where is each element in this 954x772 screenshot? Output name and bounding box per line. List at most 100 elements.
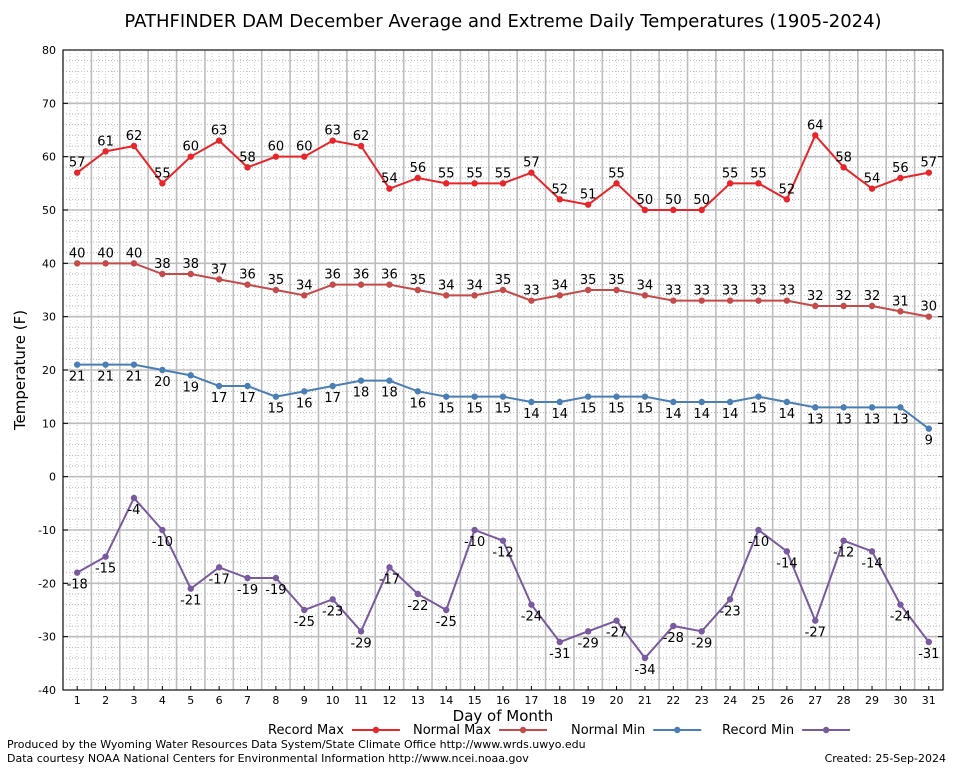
- data-label: -31: [549, 647, 570, 662]
- data-point: [670, 297, 677, 304]
- data-point: [102, 553, 109, 560]
- data-label: 40: [69, 246, 86, 261]
- data-point: [329, 596, 336, 603]
- data-label: -23: [322, 604, 343, 619]
- data-point: [244, 382, 251, 390]
- data-label: 58: [239, 150, 256, 165]
- data-label: 55: [722, 166, 739, 181]
- data-label: 50: [637, 193, 654, 208]
- data-point: [73, 169, 81, 176]
- data-label: 17: [239, 391, 256, 406]
- data-label: -29: [350, 636, 371, 651]
- data-point: [698, 398, 705, 406]
- data-label: 17: [211, 391, 228, 406]
- data-point: [670, 622, 677, 630]
- data-point: [499, 537, 507, 544]
- data-point: [499, 393, 507, 400]
- data-point: [840, 404, 847, 411]
- data-point: [244, 281, 251, 288]
- data-point: [414, 590, 422, 598]
- data-label: 31: [892, 294, 909, 309]
- data-point: [925, 313, 933, 320]
- data-label: 17: [324, 391, 341, 406]
- legend-swatch-marker: [519, 726, 527, 734]
- data-label: 15: [268, 402, 285, 417]
- data-point: [755, 180, 762, 187]
- data-point: [471, 526, 478, 534]
- data-point: [726, 297, 734, 304]
- data-label: 37: [211, 262, 228, 277]
- y-tick-label: 0: [49, 471, 56, 484]
- data-label: 52: [552, 182, 569, 197]
- data-point: [613, 393, 620, 400]
- legend-label: Normal Min: [571, 723, 645, 738]
- data-label: 14: [693, 407, 710, 422]
- data-point: [159, 526, 166, 534]
- x-tick-label: 13: [411, 694, 425, 707]
- data-point: [357, 281, 365, 288]
- data-label: -17: [379, 572, 400, 587]
- x-tick-label: 28: [837, 694, 851, 707]
- data-point: [840, 302, 847, 310]
- y-tick-label: -40: [38, 684, 56, 697]
- data-label: -14: [776, 556, 797, 571]
- x-tick-label: 5: [187, 694, 194, 707]
- data-label: 60: [268, 140, 285, 155]
- data-point: [215, 276, 223, 283]
- data-label: 33: [779, 284, 796, 299]
- data-point: [386, 185, 393, 192]
- x-tick-label: 17: [524, 694, 538, 707]
- legend-label: Record Max: [268, 723, 344, 738]
- data-point: [897, 174, 904, 182]
- data-label: 32: [864, 289, 881, 304]
- data-label: -28: [663, 631, 684, 646]
- x-tick-label: 10: [326, 694, 340, 707]
- data-point: [897, 308, 904, 315]
- data-point: [301, 153, 308, 160]
- legend: Record Max Normal Max Normal Min Record Min: [268, 723, 851, 738]
- footer-created: Created: 25-Sep-2024: [824, 752, 946, 765]
- data-point: [868, 302, 876, 310]
- data-point: [215, 382, 223, 390]
- data-label: -27: [606, 626, 627, 641]
- data-point: [670, 206, 677, 214]
- x-tick-label: 6: [216, 694, 223, 707]
- x-tick-label: 19: [581, 694, 595, 707]
- data-label: 63: [211, 124, 228, 139]
- legend-label: Normal Max: [413, 723, 491, 738]
- data-point: [329, 382, 336, 390]
- data-point: [641, 393, 649, 400]
- data-point: [726, 398, 734, 406]
- data-point: [783, 297, 791, 304]
- data-label: 61: [97, 134, 114, 149]
- y-tick-label: -10: [38, 524, 56, 537]
- data-point: [812, 404, 819, 411]
- data-label: 57: [69, 156, 86, 171]
- data-label: 21: [126, 370, 143, 385]
- data-point: [584, 286, 592, 294]
- data-point: [584, 393, 592, 400]
- data-label: 36: [239, 268, 256, 283]
- data-point: [215, 564, 223, 571]
- data-label: -15: [95, 562, 116, 577]
- data-label: 15: [637, 402, 654, 417]
- x-tick-label: 4: [159, 694, 166, 707]
- data-point: [812, 617, 819, 624]
- data-point: [443, 292, 450, 299]
- data-label: 20: [154, 375, 171, 390]
- data-label: 14: [523, 407, 540, 422]
- data-label: 13: [807, 412, 824, 427]
- data-label: 52: [779, 182, 796, 197]
- data-point: [272, 393, 280, 400]
- data-point: [528, 169, 535, 176]
- data-point: [471, 393, 478, 400]
- data-label: 35: [608, 273, 625, 288]
- data-label: -14: [861, 556, 882, 571]
- data-label: -23: [719, 604, 740, 619]
- y-tick-label: -20: [38, 577, 56, 590]
- data-point: [471, 180, 478, 187]
- data-point: [783, 398, 791, 406]
- y-tick-label: 70: [42, 97, 56, 110]
- data-label: 60: [182, 140, 199, 155]
